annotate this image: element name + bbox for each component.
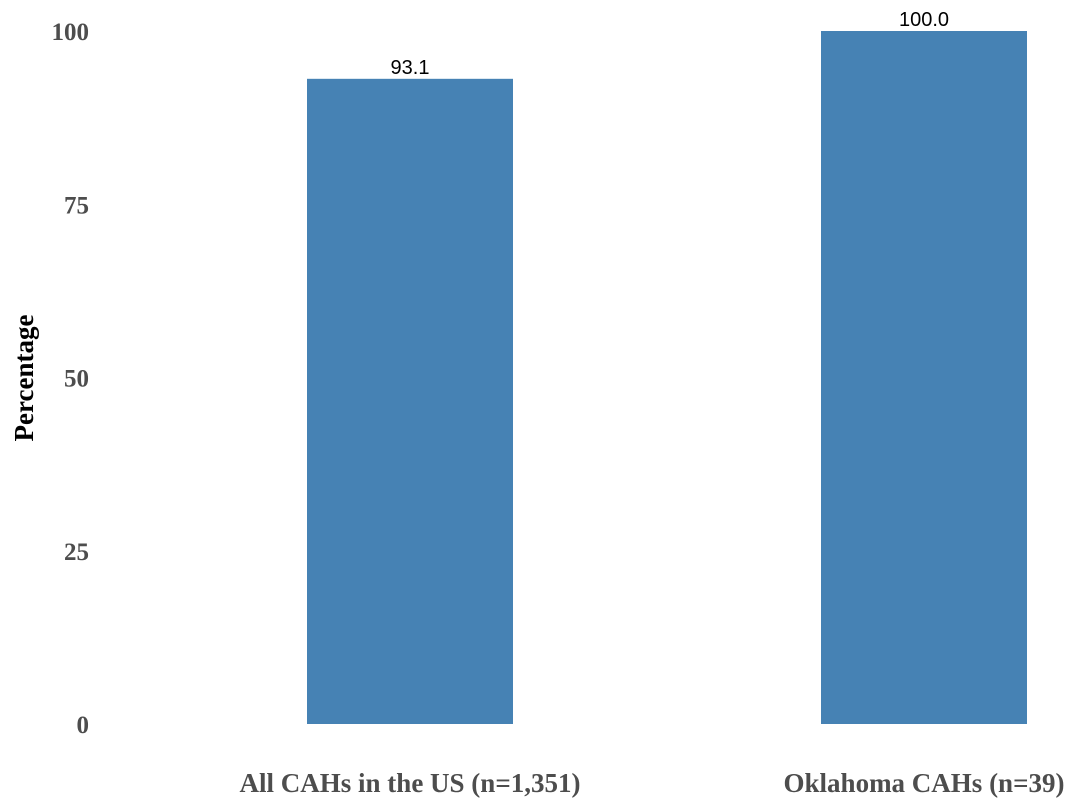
bar [307,78,513,724]
y-tick-label: 75 [64,192,89,219]
y-tick-label: 50 [64,366,89,393]
x-category-label: Oklahoma CAHs (n=39) [784,768,1065,798]
y-tick-label: 25 [64,539,89,566]
y-axis-title: Percentage [9,315,39,442]
bar-value-label: 100.0 [899,9,949,31]
y-axis-ticks: 0 25 50 75 100 [52,19,90,739]
y-tick-label: 100 [52,19,90,46]
x-axis-categories: All CAHs in the US (n=1,351) Oklahoma CAH… [240,768,1065,798]
bars [307,31,1027,724]
x-category-label: All CAHs in the US (n=1,351) [240,768,581,798]
bar-value-label: 93.1 [391,57,430,79]
y-tick-label: 0 [77,712,90,739]
bar [821,31,1027,724]
data-labels: 93.1 100.0 [391,9,950,79]
